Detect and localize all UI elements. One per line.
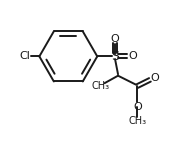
Text: CH₃: CH₃ [128, 116, 146, 126]
Text: CH₃: CH₃ [91, 81, 109, 91]
Text: O: O [111, 34, 119, 44]
Text: S: S [111, 50, 119, 63]
Text: O: O [150, 73, 159, 83]
Text: Cl: Cl [19, 51, 30, 61]
Text: O: O [128, 51, 137, 61]
Text: O: O [133, 102, 142, 112]
